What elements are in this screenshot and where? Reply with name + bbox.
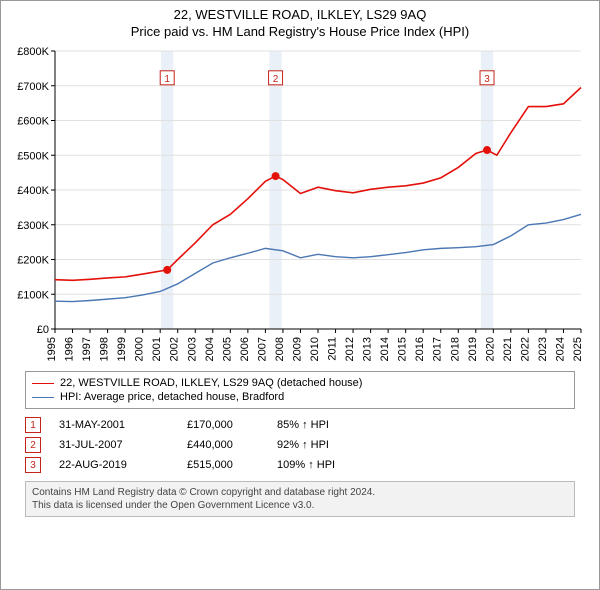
svg-text:2006: 2006 <box>239 337 251 361</box>
svg-text:2002: 2002 <box>169 337 181 361</box>
svg-text:2020: 2020 <box>484 337 496 361</box>
event-row: 3 22-AUG-2019 £515,000 109% ↑ HPI <box>25 455 575 475</box>
events-table: 1 31-MAY-2001 £170,000 85% ↑ HPI 2 31-JU… <box>25 415 575 475</box>
svg-text:2010: 2010 <box>309 337 321 361</box>
svg-text:2013: 2013 <box>362 337 374 361</box>
svg-text:2019: 2019 <box>467 337 479 361</box>
legend-label: 22, WESTVILLE ROAD, ILKLEY, LS29 9AQ (de… <box>60 377 362 389</box>
chart: £0 £100K £200K £300K £400K £500K £600K £700K £80… <box>9 45 591 365</box>
svg-text:£0: £0 <box>37 324 49 336</box>
svg-text:£700K: £700K <box>17 81 49 93</box>
footer-line: Contains HM Land Registry data © Crown c… <box>32 486 568 499</box>
svg-text:£500K: £500K <box>17 150 49 162</box>
svg-text:1998: 1998 <box>99 337 111 361</box>
svg-text:2014: 2014 <box>379 337 391 361</box>
svg-text:2004: 2004 <box>204 337 216 361</box>
event-row: 1 31-MAY-2001 £170,000 85% ↑ HPI <box>25 415 575 435</box>
svg-text:2000: 2000 <box>134 337 146 361</box>
svg-text:£400K: £400K <box>17 185 49 197</box>
svg-text:£200K: £200K <box>17 255 49 267</box>
event-price: £515,000 <box>187 459 259 471</box>
svg-text:2016: 2016 <box>414 337 426 361</box>
figure-container: 22, WESTVILLE ROAD, ILKLEY, LS29 9AQ Pri… <box>0 0 600 590</box>
legend-swatch <box>32 383 54 384</box>
event-pct: 109% ↑ HPI <box>277 459 335 471</box>
svg-text:2021: 2021 <box>502 337 514 361</box>
svg-text:1999: 1999 <box>116 337 128 361</box>
svg-text:2023: 2023 <box>537 337 549 361</box>
svg-text:1995: 1995 <box>46 337 58 361</box>
svg-text:3: 3 <box>484 74 490 85</box>
event-pct: 85% ↑ HPI <box>277 419 329 431</box>
svg-text:2003: 2003 <box>186 337 198 361</box>
svg-text:2001: 2001 <box>151 337 163 361</box>
svg-text:2022: 2022 <box>519 337 531 361</box>
legend-label: HPI: Average price, detached house, Brad… <box>60 391 284 403</box>
event-price: £440,000 <box>187 439 259 451</box>
svg-text:£800K: £800K <box>17 46 49 58</box>
svg-text:£600K: £600K <box>17 116 49 128</box>
legend-swatch <box>32 397 54 398</box>
event-date: 31-MAY-2001 <box>59 419 169 431</box>
event-marker-icon: 3 <box>25 457 41 473</box>
svg-text:2025: 2025 <box>572 337 584 361</box>
svg-text:2017: 2017 <box>432 337 444 361</box>
svg-text:2018: 2018 <box>449 337 461 361</box>
svg-text:1: 1 <box>164 74 170 85</box>
legend-row: 22, WESTVILLE ROAD, ILKLEY, LS29 9AQ (de… <box>32 376 568 390</box>
legend-row: HPI: Average price, detached house, Brad… <box>32 390 568 404</box>
svg-text:2011: 2011 <box>327 337 339 361</box>
event-pct: 92% ↑ HPI <box>277 439 329 451</box>
event-marker-icon: 1 <box>25 417 41 433</box>
svg-text:2007: 2007 <box>256 337 268 361</box>
event-marker-icon: 2 <box>25 437 41 453</box>
chart-svg: £0 £100K £200K £300K £400K £500K £600K £700K £80… <box>9 45 589 365</box>
svg-text:1997: 1997 <box>81 337 93 361</box>
event-date: 22-AUG-2019 <box>59 459 169 471</box>
svg-text:2009: 2009 <box>291 337 303 361</box>
svg-text:£300K: £300K <box>17 220 49 232</box>
footer-line: This data is licensed under the Open Gov… <box>32 499 568 512</box>
svg-text:2012: 2012 <box>344 337 356 361</box>
attribution-footer: Contains HM Land Registry data © Crown c… <box>25 481 575 517</box>
event-price: £170,000 <box>187 419 259 431</box>
svg-text:2008: 2008 <box>274 337 286 361</box>
svg-text:£100K: £100K <box>17 289 49 301</box>
svg-text:2005: 2005 <box>221 337 233 361</box>
svg-text:2: 2 <box>273 74 279 85</box>
title-subtitle: Price paid vs. HM Land Registry's House … <box>5 24 595 39</box>
svg-text:2015: 2015 <box>397 337 409 361</box>
title-block: 22, WESTVILLE ROAD, ILKLEY, LS29 9AQ Pri… <box>1 1 599 41</box>
title-address: 22, WESTVILLE ROAD, ILKLEY, LS29 9AQ <box>5 7 595 22</box>
event-row: 2 31-JUL-2007 £440,000 92% ↑ HPI <box>25 435 575 455</box>
svg-text:1996: 1996 <box>64 337 76 361</box>
event-date: 31-JUL-2007 <box>59 439 169 451</box>
legend: 22, WESTVILLE ROAD, ILKLEY, LS29 9AQ (de… <box>25 371 575 409</box>
svg-text:2024: 2024 <box>554 337 566 361</box>
